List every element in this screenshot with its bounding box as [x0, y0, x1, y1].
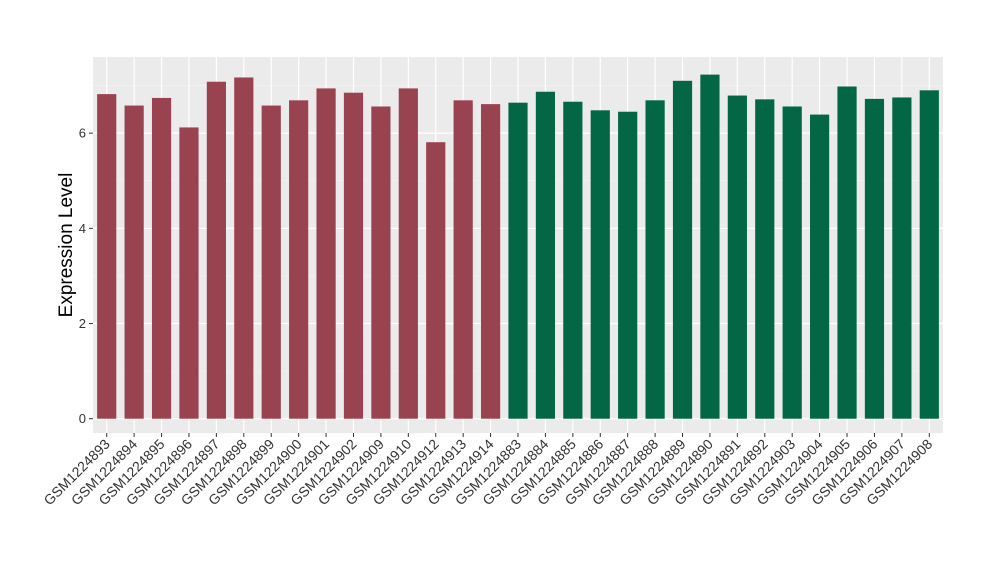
y-axis-title: Expression Level [56, 173, 77, 318]
bar [480, 104, 501, 419]
y-axis: 0 2 4 6 [79, 126, 93, 426]
bar [535, 91, 556, 419]
bar [289, 100, 309, 419]
bar [316, 88, 336, 419]
bar [563, 101, 583, 419]
bar [700, 74, 720, 419]
bar [179, 127, 199, 419]
bar [755, 99, 775, 419]
y-tick-label: 4 [79, 221, 86, 236]
bar [343, 92, 364, 419]
bar [590, 110, 610, 419]
bar [453, 100, 473, 419]
y-tick-label: 2 [79, 316, 86, 331]
bar [124, 105, 144, 419]
bar [864, 98, 885, 419]
bar [810, 114, 830, 419]
bar [234, 77, 254, 419]
bar [837, 86, 857, 419]
bar [919, 90, 939, 419]
bar [508, 102, 528, 419]
bar [151, 97, 172, 419]
bar [398, 88, 418, 419]
bar [261, 105, 281, 419]
bar [727, 95, 747, 419]
bar [672, 80, 693, 419]
bar [371, 106, 391, 419]
bar [206, 81, 226, 419]
x-axis: GSM1224893GSM1224894GSM1224895GSM1224896… [40, 433, 936, 508]
y-tick-label: 6 [79, 126, 86, 141]
y-tick-label: 0 [79, 411, 86, 426]
bar [426, 142, 446, 419]
bar [618, 111, 638, 419]
bars [97, 74, 939, 419]
bar [892, 97, 912, 419]
bar [645, 100, 665, 419]
bar [782, 106, 802, 419]
bar [97, 94, 117, 419]
